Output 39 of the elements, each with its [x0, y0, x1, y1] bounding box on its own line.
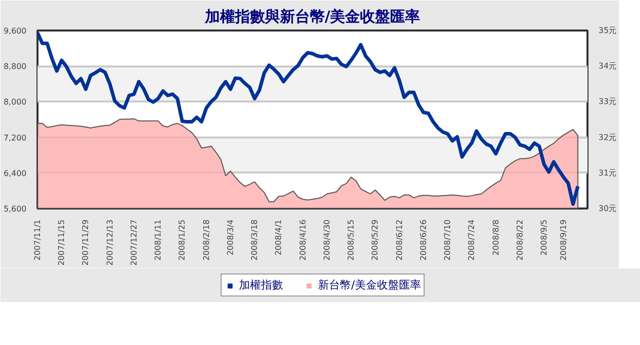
x-tick-label: 2008/4/30 [322, 219, 332, 261]
x-tick-label: 2008/6/26 [418, 219, 428, 261]
x-tick-label: 2008/1/25 [178, 219, 187, 261]
x-tick-label: 2008/4/1 [274, 219, 284, 256]
x-tick-label: 2008/5/29 [370, 219, 380, 261]
x-tick-label: 2007/11/1 [33, 219, 42, 261]
y-tick-label: 6,400 [4, 168, 27, 178]
x-tick-label: 2007/12/27 [129, 220, 138, 266]
x-tick-label: 2008/7/10 [443, 219, 452, 261]
y2-tick-label: 30元 [598, 204, 617, 213]
x-tick-label: 2008/3/18 [250, 219, 260, 261]
legend-label: 加權指數 [239, 278, 284, 292]
y-tick-label: 7,200 [4, 133, 27, 142]
x-tick-label: 2008/9/5 [540, 219, 549, 256]
legend-label: 新台幣/美金收盤匯率 [318, 278, 421, 292]
y-tick-label: 5,600 [4, 204, 27, 214]
x-tick-label: 2008/6/12 [394, 219, 404, 261]
x-tick-label: 2008/8/22 [515, 219, 524, 261]
x-tick-label: 2008/4/16 [298, 219, 308, 261]
x-tick-label: 2008/7/24 [467, 219, 476, 261]
y-tick-label: 8,000 [4, 98, 27, 107]
x-tick-label: 2007/12/13 [105, 220, 114, 266]
x-tick-label: 2008/3/4 [226, 219, 235, 256]
y2-tick-label: 31元 [598, 168, 617, 178]
x-tick-label: 2007/11/15 [57, 220, 66, 266]
x-tick-label: 2007/11/29 [81, 220, 90, 266]
y2-tick-label: 34元 [598, 62, 617, 71]
y2-tick-label: 32元 [598, 132, 617, 142]
line-series [38, 30, 580, 206]
y2-tick-label: 35元 [598, 26, 617, 35]
x-tick-label: 2008/2/18 [202, 219, 211, 261]
x-tick-label: 2008/1/11 [154, 219, 163, 261]
y-tick-label: 9,600 [4, 26, 27, 36]
x-tick-label: 2008/8/8 [491, 219, 500, 256]
x-tick-label: 2008/9/19 [558, 219, 568, 261]
chart-title: 加權指數與新台幣/美金收盤匯率 [204, 8, 420, 26]
y2-tick-label: 33元 [598, 97, 617, 106]
x-tick-label: 2008/5/15 [346, 219, 356, 261]
y-tick-label: 8,800 [4, 62, 27, 72]
